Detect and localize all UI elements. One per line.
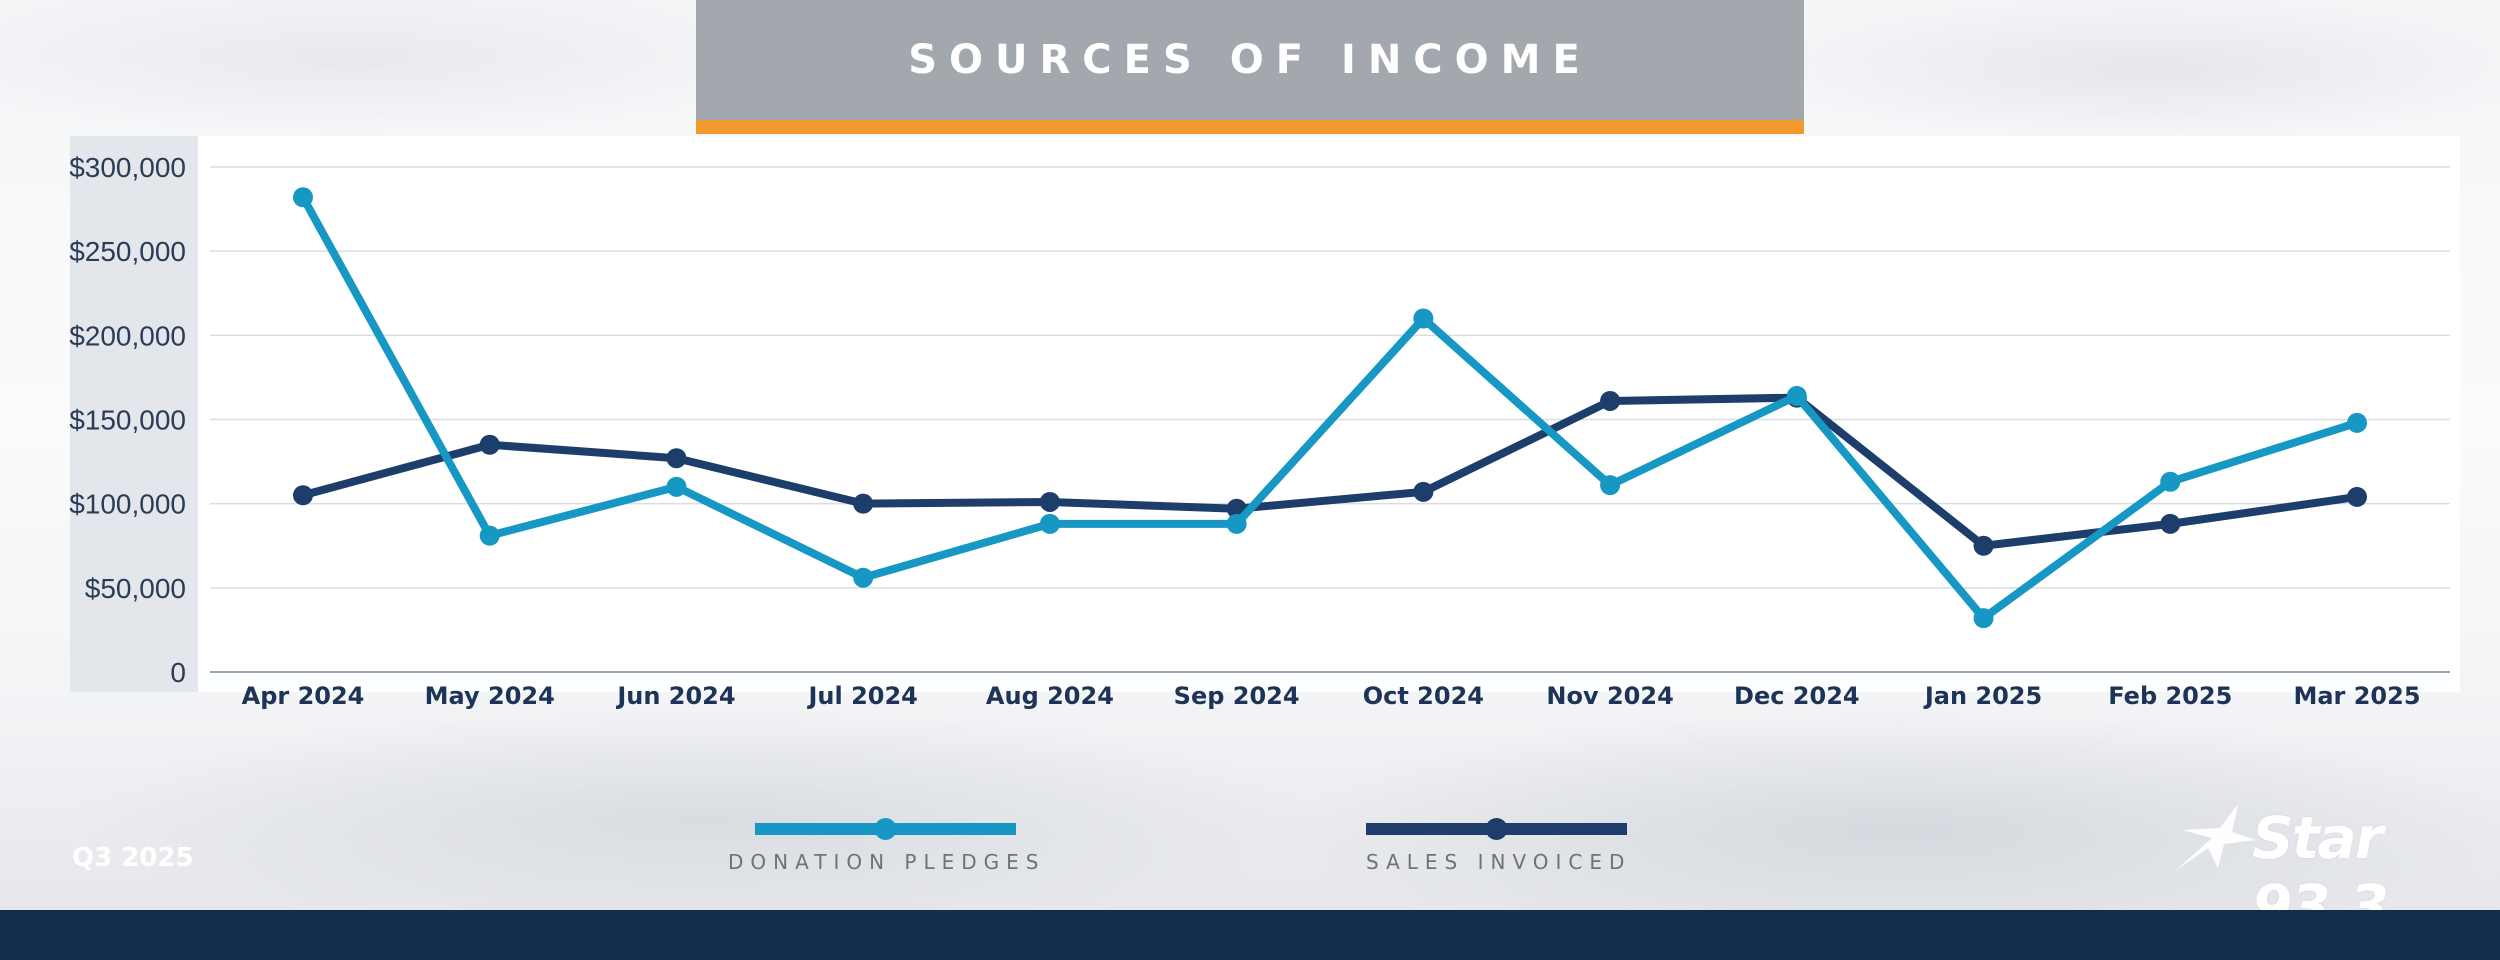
y-tick-label: 0: [170, 657, 186, 688]
x-tick-label: Nov 2024: [1546, 682, 1673, 710]
data-point: [2347, 412, 2367, 433]
data-point: [666, 448, 687, 469]
data-point: [1973, 535, 1994, 556]
data-point: [2160, 471, 2181, 492]
x-tick-label: May 2024: [425, 682, 555, 710]
x-tick-label: Oct 2024: [1363, 682, 1484, 710]
data-point: [479, 434, 500, 455]
plot-area: [198, 136, 2460, 692]
legend-marker: [1485, 818, 1508, 840]
y-tick-labels: 0 $50,000 $100,000 $150,000 $200,000 $250,000…: [69, 152, 186, 688]
x-tick-label: Aug 2024: [986, 682, 1114, 710]
series-line: [299, 193, 2361, 623]
data-point: [293, 485, 313, 506]
y-tick-label: $50,000: [85, 573, 186, 604]
data-point: [853, 567, 874, 588]
data-point: [479, 525, 500, 546]
y-tick-label: $300,000: [69, 152, 186, 183]
x-tick-label: Mar 2025: [2293, 682, 2420, 710]
data-point: [2347, 486, 2367, 507]
x-tick-label: Feb 2025: [2108, 682, 2232, 710]
y-tick-label: $150,000: [69, 405, 186, 436]
series-sales-invoiced: [293, 387, 2367, 556]
x-tick-labels: Apr 2024 May 2024 Jun 2024 Jul 2024 Aug 2024…: [242, 682, 2421, 710]
footer-bar: [0, 910, 2500, 960]
series-lines: [293, 187, 2367, 629]
x-tick-label: Jul 2024: [806, 682, 917, 710]
legend-swatch-sales: [1366, 818, 1627, 840]
x-tick-label: Dec 2024: [1734, 682, 1860, 710]
title-banner: SOURCES OF INCOME: [696, 0, 1804, 134]
legend-label-sales: SALES INVOICED: [1366, 850, 1632, 874]
period-label: Q3 2025: [72, 843, 194, 873]
data-point: [1600, 475, 1621, 496]
x-tick-label: Jan 2025: [1923, 682, 2042, 710]
station-logo: Star 93.3: [2168, 800, 2468, 940]
data-point: [1973, 608, 1994, 629]
star-logo-icon: [2174, 804, 2256, 872]
data-point: [666, 476, 687, 497]
data-point: [853, 493, 874, 514]
data-point: [1413, 481, 1434, 502]
legend-swatch-donation: [755, 818, 1016, 840]
data-point: [1413, 308, 1434, 329]
x-tick-label: Apr 2024: [242, 682, 365, 710]
legend: [755, 818, 1627, 840]
data-point: [1039, 513, 1060, 534]
x-tick-label: Jun 2024: [615, 682, 735, 710]
data-point: [1039, 491, 1060, 512]
x-tick-label: Sep 2024: [1174, 682, 1300, 710]
legend-label-donation: DONATION PLEDGES: [728, 850, 1046, 874]
data-point: [1600, 390, 1621, 411]
data-point: [293, 187, 313, 208]
y-tick-label: $250,000: [69, 236, 186, 267]
legend-marker: [874, 818, 897, 840]
data-point: [2160, 513, 2181, 534]
series-donation-pledges: [293, 187, 2367, 629]
y-axis-panel: [70, 136, 198, 692]
series-line: [299, 393, 2361, 550]
data-point: [1226, 513, 1247, 534]
data-point: [1786, 385, 1807, 406]
chart-title: SOURCES OF INCOME: [908, 37, 1592, 83]
y-tick-label: $200,000: [69, 320, 186, 351]
y-tick-label: $100,000: [69, 489, 186, 520]
